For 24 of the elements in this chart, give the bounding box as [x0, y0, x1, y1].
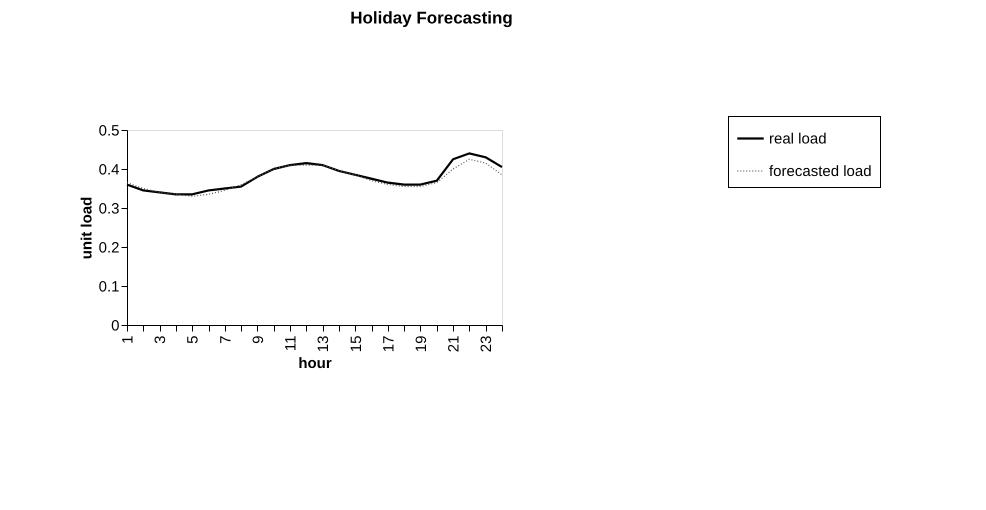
y-tick-label: 0: [111, 318, 120, 334]
y-tick-label: 0.2: [98, 240, 120, 256]
x-tick-label: 5: [184, 336, 202, 344]
chart-title: Holiday Forecasting: [350, 8, 513, 28]
x-tick-label: 15: [348, 336, 365, 352]
x-tick-label: 21: [446, 336, 463, 352]
legend-label: forecasted load: [769, 163, 872, 180]
line-series: [126, 158, 503, 197]
x-tick-label: 17: [380, 336, 398, 352]
x-tick-label: 7: [217, 336, 234, 344]
y-tick-label: 0.4: [98, 162, 120, 178]
x-tick-label: 1: [120, 336, 136, 344]
x-tick-label: 11: [282, 336, 300, 352]
y-tick-label: 0.3: [98, 200, 120, 218]
x-tick-label: 3: [152, 336, 170, 344]
legend-label: real load: [769, 130, 827, 148]
x-axis-title: hour: [298, 355, 332, 372]
x-tick-label: 23: [478, 336, 496, 352]
x-tick-label: 13: [315, 336, 332, 352]
x-tick-label: 19: [412, 336, 430, 352]
x-tick-label: 9: [250, 336, 267, 344]
y-tick-label: 0.5: [98, 122, 120, 140]
y-tick-label: 0.1: [98, 278, 120, 296]
y-axis-title: unit load: [78, 196, 96, 260]
